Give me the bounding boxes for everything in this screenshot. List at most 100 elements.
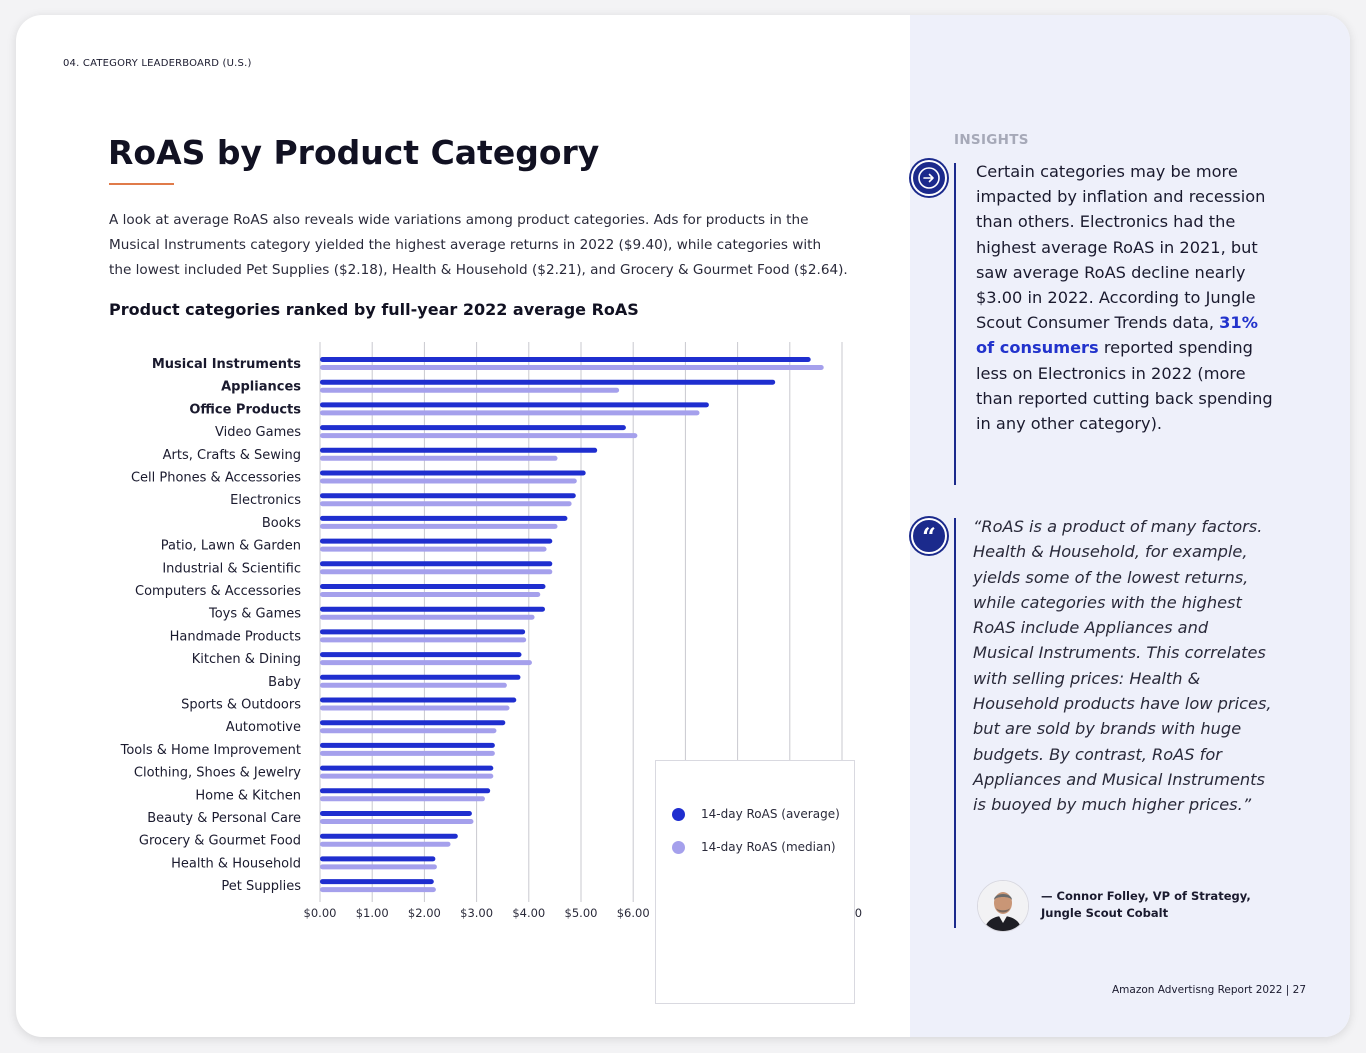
intro-line: A look at average RoAS also reveals wide… [109,212,809,228]
category-label: Musical Instruments [152,357,301,372]
chart-title: Product categories ranked by full-year 2… [109,300,639,319]
bar-average [320,720,506,726]
bar-median [320,455,558,461]
category-label: Home & Kitchen [195,788,301,803]
bar-average [320,788,491,794]
category-label: Industrial & Scientific [162,561,301,576]
intro-line: Musical Instruments category yielded the… [109,237,822,253]
quote-divider [954,518,956,928]
bar-median [320,569,553,575]
bar-average [320,447,598,453]
x-tick-label: $5.00 [565,906,598,920]
legend-item-average: 14-day RoAS (average) [672,807,840,821]
insight-text-after: reported spending less on Electronics in… [976,338,1273,434]
bar-average [320,833,458,839]
bar-average [320,538,553,544]
bar-median [320,660,532,666]
category-label: Video Games [215,425,301,440]
bar-average [320,652,522,658]
bar-median [320,841,451,847]
quote-icon: “ [911,518,947,554]
category-label: Clothing, Shoes & Jewelry [134,766,301,781]
section-label: 04. CATEGORY LEADERBOARD (U.S.) [63,58,252,69]
legend-swatch-median [672,840,685,854]
x-tick-label: $3.00 [460,906,493,920]
legend-label-median: 14-day RoAS (median) [701,840,836,854]
intro-line: the lowest included Pet Supplies ($2.18)… [109,262,848,278]
category-label: Pet Supplies [221,879,301,894]
bar-median [320,637,527,643]
insight-divider [954,163,956,485]
attribution-line: — Connor Folley, VP of Strategy, [1041,889,1251,903]
bar-average [320,856,436,862]
bar-average [320,493,576,499]
page-footer: Amazon Advertisng Report 2022 | 27 [1112,984,1307,996]
bar-average [320,425,626,431]
x-tick-label: $0.00 [304,906,337,920]
intro-paragraph: A look at average RoAS also reveals wide… [109,208,879,283]
category-label: Patio, Lawn & Garden [161,539,301,554]
category-label: Baby [268,675,301,690]
page-title: RoAS by Product Category [108,133,600,172]
title-underline [109,183,174,185]
bar-median [320,387,620,393]
bar-median [320,728,497,734]
legend-item-median: 14-day RoAS (median) [672,840,836,854]
attribution-line: Jungle Scout Cobalt [1041,906,1169,920]
insights-panel: INSIGHTS Certain categories may be more … [910,15,1350,1037]
bar-median [320,750,495,756]
category-label: Tools & Home Improvement [120,743,301,758]
bar-average [320,879,434,885]
category-label: Office Products [189,402,301,417]
x-tick-label: $4.00 [512,906,545,920]
bar-average [320,765,494,771]
category-label: Automotive [226,720,301,735]
insights-label: INSIGHTS [954,132,1029,148]
report-page: 04. CATEGORY LEADERBOARD (U.S.) RoAS by … [16,15,1350,1037]
bar-median [320,523,558,529]
insight-text: Certain categories may be more impacted … [976,159,1276,436]
category-label: Sports & Outdoors [181,698,301,713]
bar-median [320,546,547,552]
bar-median [320,819,474,824]
quote-attribution: — Connor Folley, VP of Strategy, Jungle … [1041,888,1251,922]
x-tick-label: $6.00 [617,906,650,920]
category-label: Toys & Games [208,607,301,622]
bar-average [320,402,709,408]
bar-median [320,864,437,870]
x-tick-label: $2.00 [408,906,441,920]
chart-legend: 14-day RoAS (average) 14-day RoAS (media… [655,760,855,1004]
avatar [977,880,1029,932]
category-label: Beauty & Personal Care [147,811,301,826]
bar-median [320,433,638,439]
bar-average [320,697,517,703]
bar-average [320,379,776,385]
category-label: Books [262,516,301,531]
bar-average [320,606,545,612]
bar-median [320,478,577,484]
category-label: Kitchen & Dining [192,652,301,667]
roas-bar-chart: $0.00$1.00$2.00$3.00$4.00$5.00$6.00$7.00… [120,342,862,920]
bar-median [320,592,541,597]
x-tick-label: $1.00 [356,906,389,920]
bar-median [320,614,535,620]
bar-average [320,629,526,635]
arrow-right-icon [911,160,947,196]
bar-average [320,584,546,589]
category-label: Cell Phones & Accessories [131,471,301,486]
bar-average [320,561,553,567]
bar-median [320,365,824,370]
bar-median [320,796,485,802]
quote-text: “RoAS is a product of many factors. Heal… [973,517,1272,815]
category-label: Health & Household [171,856,301,871]
bar-average [320,674,521,680]
bar-average [320,742,495,748]
category-label: Handmade Products [170,629,302,644]
category-label: Arts, Crafts & Sewing [163,448,301,463]
bar-average [320,357,811,362]
bar-median [320,705,510,711]
category-label: Appliances [221,380,301,395]
svg-text:“: “ [922,522,936,551]
category-label: Electronics [230,493,301,508]
insight-highlight: 31% of consumers [976,313,1258,358]
